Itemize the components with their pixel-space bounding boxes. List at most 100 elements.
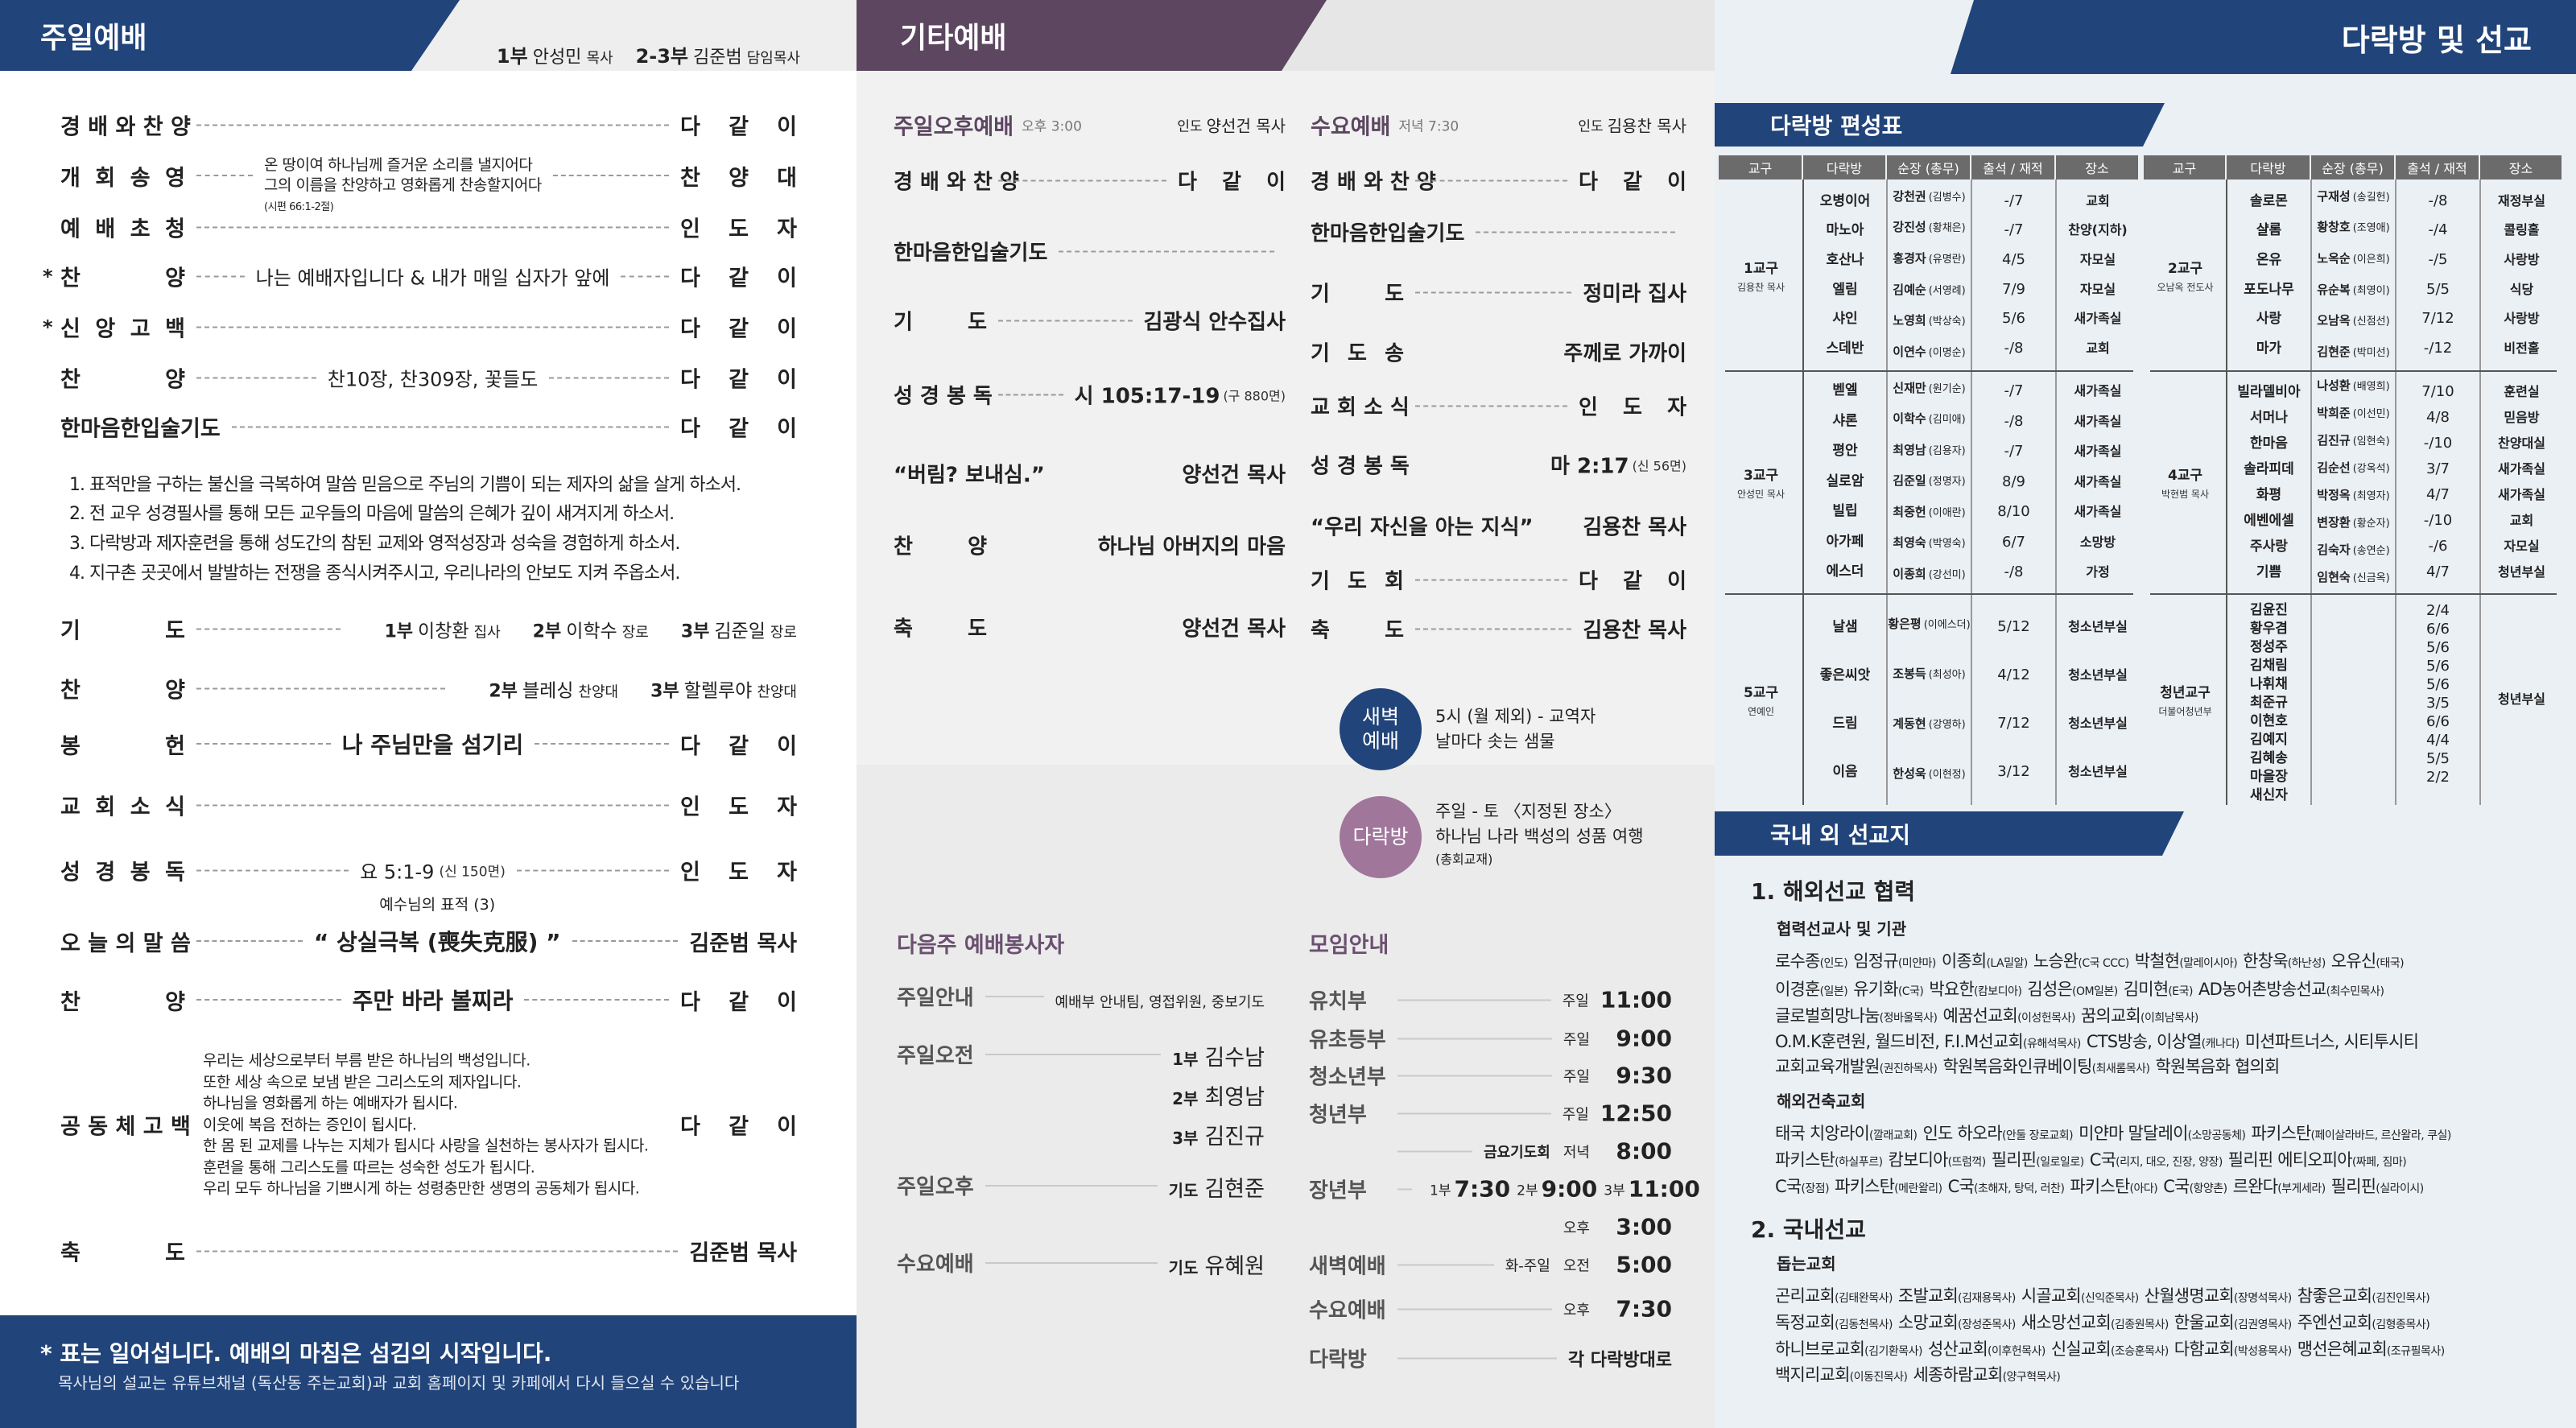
table-column-leader: 나성환 (배영희) 박희준 (이선민) 김진규 (임현숙) 김순선 (강옥석) 박정옥 (최영자)… <box>2311 370 2396 593</box>
assistant-name: (이현정) <box>1928 768 1966 781</box>
dashed-leader <box>196 226 669 228</box>
place-cell: 찬양(지하) <box>2068 222 2128 238</box>
server-name: 김수남 <box>1204 1046 1265 1071</box>
mission-name: 오유신 <box>2330 951 2376 971</box>
attendance-cell: -/5 <box>2428 250 2448 268</box>
dashed-leader <box>196 326 669 328</box>
verse-line: 온 땅이여 하나님께 즐거운 소리를 낼지어다 <box>264 156 533 174</box>
dashed-leader <box>998 320 1133 321</box>
table-column-attendance: 7/10 4/8 -/10 3/7 4/7 -/10 -/6 4/7 <box>2396 370 2480 593</box>
mission-detail: (이후헌목사) <box>1988 1345 2046 1358</box>
meeting-time: 11:00 <box>1600 986 1672 1013</box>
place-cell: 교회 <box>2509 512 2534 528</box>
place-cell: 비전홀 <box>2504 340 2540 356</box>
meeting-day: 오전 <box>1563 1257 1590 1274</box>
mission-name: 예꿈선교회 <box>1942 1006 2018 1026</box>
mission-name: 임정규 <box>1853 951 1898 971</box>
room-cell: 샬롬 <box>2256 222 2282 239</box>
room-cell: 엘림 <box>1832 281 1858 298</box>
darakbang-info: (총회교재) <box>1435 852 1493 867</box>
place-cell: 새가족실 <box>2498 460 2545 477</box>
sunday-worship-header: 주일예배 <box>0 0 460 71</box>
place-cell: 청소년부실 <box>2068 667 2128 683</box>
meeting-part: 3부 <box>1604 1182 1625 1199</box>
leader-name: 이연수 <box>1893 344 1926 359</box>
room-cell: 포도나무 <box>2244 281 2294 298</box>
attendance-cell: 2/4 <box>2426 602 2450 619</box>
dashed-leader <box>196 175 253 176</box>
item-label: “버림? 보내심.” <box>894 463 1045 488</box>
assistant-name: (조영애) <box>2352 222 2390 235</box>
order-row: 기 도 김광식 안수집사 <box>894 306 1286 336</box>
mission-name: 한창욱 <box>2243 951 2288 971</box>
leader-cell: 김예순 (서영례) <box>1893 275 1965 307</box>
table-header-cell: 교구 <box>1719 155 1803 180</box>
mission-entry: 백지리교회(이동진목사) <box>1775 1365 1908 1385</box>
part-label: 1부 <box>384 621 414 642</box>
place-cell: 새가족실 <box>2074 444 2122 460</box>
room-cell: 실로암 <box>1826 473 1864 489</box>
meeting-day: 오후 <box>1563 1302 1590 1319</box>
mission-detail: (LA밀알) <box>1986 957 2028 970</box>
mission-entry: 유기화(C국) <box>1853 980 1924 999</box>
mission-entry: 참좋은교회(김진인목사) <box>2297 1286 2430 1306</box>
mission-name: 백지리교회 <box>1775 1365 1850 1385</box>
meeting-label: 청년부 <box>1309 1103 1367 1128</box>
right-note: (구 880면) <box>1223 388 1286 403</box>
footer-main: * 표는 일어섭니다. 예배의 마침은 섬김의 시작입니다. <box>40 1340 552 1367</box>
meeting-row: 오후 3:00 <box>1309 1214 1672 1240</box>
item-right: 하나님 아버지의 마음 <box>1097 534 1286 559</box>
attendance-cell: 2/2 <box>2426 769 2450 786</box>
standing-marker: * <box>43 316 53 338</box>
meeting-day: 주일 <box>1562 993 1589 1009</box>
part-role: 찬양대 <box>757 683 797 700</box>
mission-name: 노승완 <box>2033 951 2079 971</box>
column-divider <box>2395 180 2396 805</box>
verse-reference: (시편 66:1-2절) <box>264 201 334 213</box>
leader-line <box>985 1262 1158 1264</box>
item-label: 기 도 송 <box>1311 341 1404 366</box>
room-cell: 솔라피데 <box>2244 460 2294 477</box>
dashed-leader <box>572 940 679 942</box>
mission-detail: (장점) <box>1801 1182 1830 1195</box>
mission-detail: (김동천목사) <box>1835 1319 1893 1331</box>
item-right: 다 같 이 <box>680 367 797 393</box>
prayer-item: 3. 다락방과 제자훈련을 통해 성도간의 참된 교제와 영적성장과 성숙을 경… <box>69 534 680 554</box>
mission-detail: (짜페, 짐마) <box>2351 1156 2407 1169</box>
mission-detail: (태국) <box>2376 957 2405 970</box>
mission-line: 파키스탄(하실푸르) 캄보디아(뜨럼꺽) 필리핀(일로일로) C국(리지, 대오, 진… <box>1775 1147 2407 1171</box>
room-cell: 새신자 <box>2250 787 2288 803</box>
attendance-cell: -/8 <box>2004 339 2024 357</box>
mission-detail: (메란왈리) <box>1894 1182 1942 1195</box>
mission-detail: (김재용목사) <box>1958 1292 2016 1305</box>
confession-line: 하나님을 영화롭게 하는 예배자가 됩시다. <box>203 1094 458 1112</box>
dashed-leader <box>1059 250 1274 252</box>
dashed-leader <box>231 426 669 427</box>
dashed-leader <box>998 180 1166 181</box>
district-name: 청년교구 <box>2160 684 2211 701</box>
mission-name: 파키스탄 <box>2251 1124 2311 1143</box>
mission-name: 이종희 <box>1941 951 1987 971</box>
leader-line <box>1397 1112 1551 1114</box>
leader-name: 최중헌 <box>1893 504 1926 519</box>
district-name: 1교구 <box>1743 260 1779 277</box>
mission-detail: (양구혁목사) <box>2002 1371 2061 1384</box>
column-divider <box>2479 180 2481 805</box>
service-title: 수요예배 <box>1311 114 1391 140</box>
item-right: 다 같 이 <box>680 316 797 342</box>
meeting-label: 새벽예배 <box>1309 1254 1386 1279</box>
leader-cell: 조봉득 (최성아) <box>1893 650 1965 700</box>
leader-line <box>1397 999 1551 1001</box>
place-cell: 청년부실 <box>2498 563 2545 580</box>
mission-name: 한울교회 <box>2174 1313 2235 1332</box>
mission-name: 미션파트너스, 시티투시티 <box>2244 1032 2419 1051</box>
item-label: 경 배 와 찬 양 <box>60 114 191 140</box>
leader-name: 김예순 <box>1893 282 1926 297</box>
part-entry: 1부 이창환 집사 <box>384 615 500 642</box>
attendance-cell: 4/7 <box>2426 563 2450 580</box>
leader-name: 노영희 <box>1893 313 1926 328</box>
mission-name: 인도 하오라 <box>1922 1124 2002 1143</box>
